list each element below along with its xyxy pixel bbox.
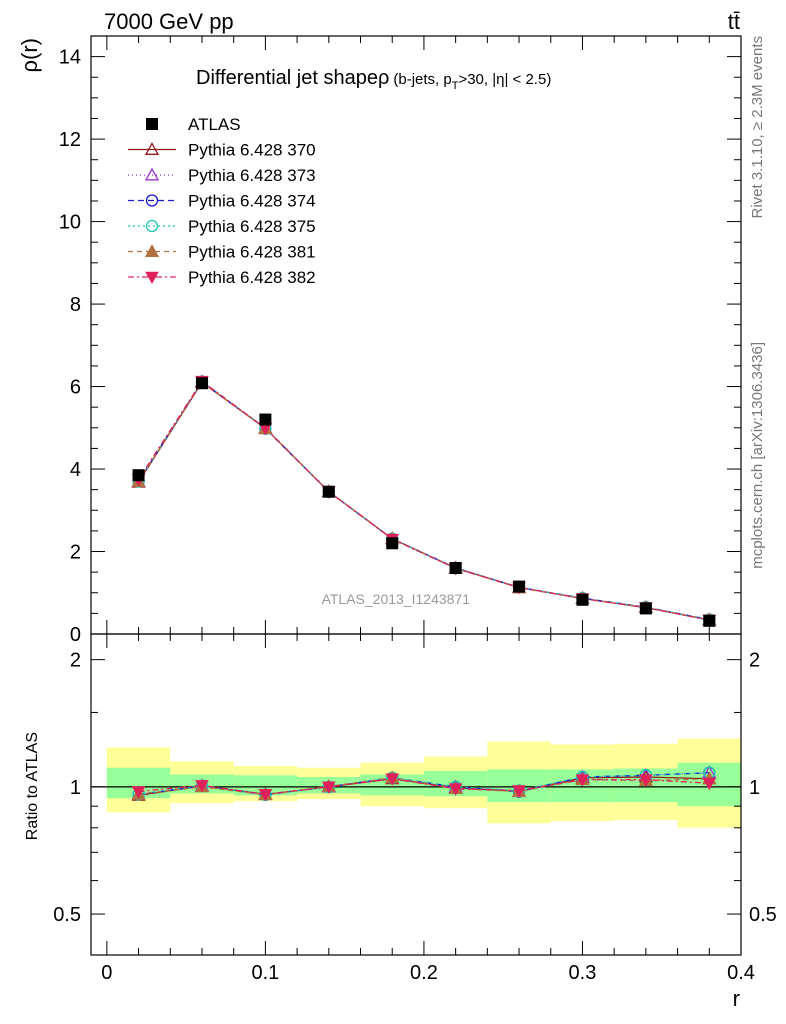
x-tick-label: 0.2: [410, 962, 438, 984]
data-point: [576, 593, 589, 606]
title-selection-end: >30, |η| < 2.5): [458, 71, 551, 88]
series-line-1: [138, 380, 710, 621]
ratio-ylabel: Ratio to ATLAS: [24, 732, 41, 840]
main-y-tick-label: 10: [59, 212, 81, 234]
x-tick-label: 0.4: [727, 962, 755, 984]
x-tick-label: 0: [101, 962, 112, 984]
data-point: [259, 413, 272, 426]
legend-label-5: Pythia 6.428 382: [188, 268, 316, 287]
ratio-y-tick-label-right: 1: [749, 777, 760, 799]
data-point: [386, 537, 399, 550]
series-line-2: [138, 380, 710, 621]
legend-marker-0: [144, 142, 160, 155]
title-selection: (b-jets, p: [393, 71, 451, 88]
legend-marker-2: [145, 194, 159, 207]
ratio-point-5: [195, 780, 209, 793]
chart-title: Differential jet shapeρ (b-jets, pT>30, |…: [196, 67, 551, 92]
legend-label-1: Pythia 6.428 373: [188, 166, 316, 185]
ratio-y-tick-label-right: 2: [749, 650, 760, 672]
legend-label-0: Pythia 6.428 370: [188, 141, 316, 160]
legend-marker-1: [144, 167, 160, 181]
data-point: [703, 614, 716, 627]
ratio-point-5: [321, 781, 336, 794]
legend-marker-data: [146, 118, 158, 130]
main-y-tick-label: 0: [70, 624, 81, 646]
ratio-point-5: [702, 777, 717, 791]
title-symbol: ρ: [378, 67, 389, 89]
ratio-y-tick-label: 2: [70, 650, 81, 672]
ratio-y-tick-label: 1: [70, 777, 81, 799]
legend-label-3: Pythia 6.428 375: [188, 217, 316, 236]
data-point: [449, 562, 462, 575]
ratio-point-5: [512, 785, 526, 798]
legend-label-data: ATLAS: [188, 115, 241, 134]
mcplots-label: mcplots.cern.ch [arXiv:1306.3436]: [749, 342, 766, 569]
series-line-5: [138, 380, 710, 621]
ratio-point-5: [258, 789, 273, 802]
main-y-tick-label: 6: [70, 377, 81, 399]
data-point: [322, 485, 335, 498]
legend-marker-3: [145, 219, 159, 233]
rivet-label: Rivet 3.1.10, ≥ 2.3M events: [749, 36, 766, 219]
ratio-y-tick-label-right: 0.5: [749, 904, 777, 926]
data-point: [195, 377, 208, 390]
main-y-tick-label: 8: [70, 294, 81, 316]
main-y-tick-label: 4: [70, 459, 81, 481]
legend-marker-5: [145, 271, 159, 285]
ratio-point-5: [575, 774, 590, 787]
main-ylabel: ρ(r): [17, 38, 42, 73]
series-line-0: [138, 381, 710, 621]
ratio-point-5: [131, 786, 146, 799]
main-series: [131, 374, 717, 628]
header-left: 7000 GeV pp: [104, 9, 234, 34]
ratio-y-tick-label: 0.5: [53, 904, 81, 926]
main-y-tick-label: 12: [59, 129, 81, 151]
data-point: [132, 469, 145, 482]
ratio-point-5: [639, 774, 653, 787]
main-y-tick-label: 14: [59, 47, 81, 69]
ratio-point-5: [448, 783, 463, 796]
header-right: tt̄: [728, 9, 740, 34]
legend-marker-4: [144, 244, 160, 257]
ratio-line-3: [138, 772, 710, 796]
main-y-tick-label: 2: [70, 542, 81, 564]
ratio-point-5: [385, 773, 400, 786]
legend-label-2: Pythia 6.428 374: [188, 192, 316, 211]
series-line-4: [138, 381, 710, 621]
stat-uncertainty-band: [233, 775, 298, 796]
ratio-plot-frame: [90, 633, 742, 956]
series-line-3: [138, 380, 710, 621]
x-tick-label: 0.3: [569, 962, 597, 984]
title-main: Differential jet shape: [196, 67, 378, 89]
ratio-line-5: [138, 778, 710, 795]
legend: ATLAS Pythia 6.428 370 Pythia 6.428 373 Pyt…: [128, 115, 316, 287]
title-sub: T: [452, 80, 459, 92]
x-tick-label: 0.1: [251, 962, 279, 984]
legend-label-4: Pythia 6.428 381: [188, 243, 316, 262]
watermark: ATLAS_2013_I1243871: [322, 591, 471, 607]
data-point: [639, 602, 652, 615]
ratio-series: [131, 765, 717, 802]
data-point: [513, 580, 526, 593]
x-axis-label: r: [733, 986, 740, 1011]
